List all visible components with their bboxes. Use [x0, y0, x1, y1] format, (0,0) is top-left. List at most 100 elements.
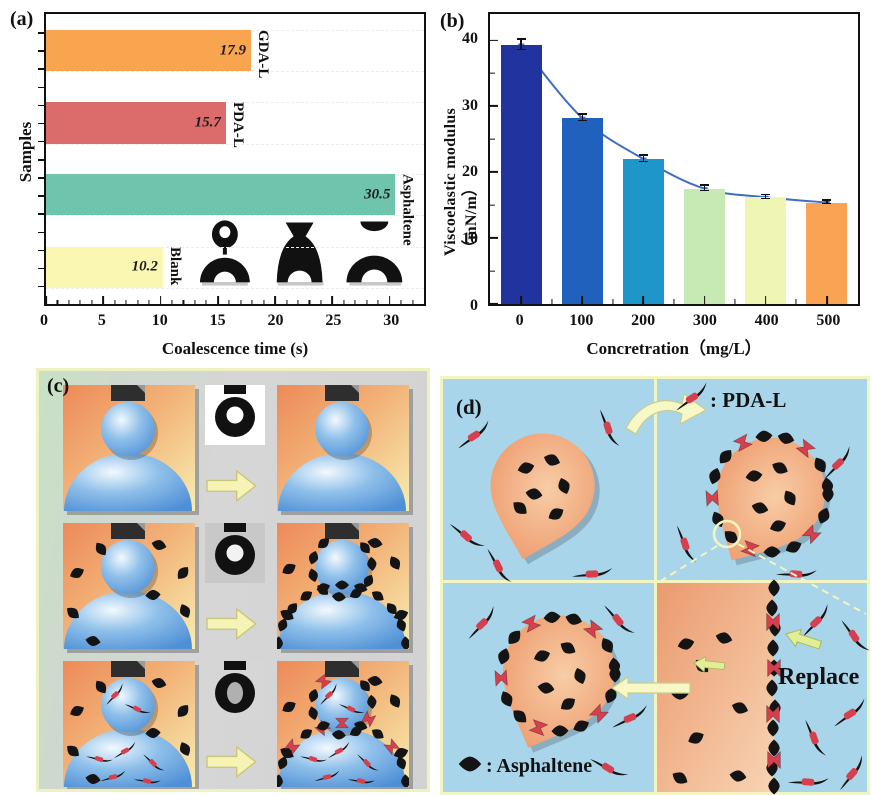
panel-a-coalescence-bar-chart: (a) Samples — [8, 4, 432, 360]
x-tick-label: 200 — [631, 312, 656, 329]
error-cap — [638, 160, 648, 163]
x-major-tick — [764, 296, 767, 304]
panel-c-drawing — [63, 385, 413, 789]
x-minor-tick — [182, 300, 184, 304]
panel-d-label: (d) — [456, 395, 482, 419]
panel-d-drawing: : PDA-L : Asphaltene Replace (d) — [440, 376, 870, 795]
x-minor-tick — [263, 300, 265, 304]
y-minor-tick — [38, 140, 44, 143]
schematic-square — [277, 385, 413, 515]
error-cap — [577, 113, 587, 115]
error-bar — [703, 186, 706, 192]
panel-a-label: (a) — [10, 8, 34, 30]
y-major-tick — [490, 105, 498, 108]
y-tick-label: 20 — [462, 163, 478, 181]
y-major-tick — [490, 237, 498, 239]
error-bar — [764, 195, 767, 200]
x-major-tick — [520, 296, 523, 304]
bar-0 — [501, 44, 542, 304]
y-major-tick — [490, 303, 498, 305]
x-minor-tick — [320, 300, 322, 304]
bar-Asphaltene: 30.5 — [46, 174, 396, 216]
coalescence-droplet-photos-inset — [199, 220, 402, 286]
x-minor-tick — [56, 300, 58, 304]
gridline — [46, 246, 424, 248]
schematic-square — [63, 385, 199, 515]
panel-b-label: (b) — [440, 10, 465, 32]
y-minor-tick — [490, 138, 495, 140]
x-minor-tick — [400, 300, 402, 304]
magnifier-circle-icon — [712, 519, 742, 549]
x-minor-tick — [79, 300, 81, 304]
y-tick-label: 30 — [462, 96, 478, 114]
error-cap — [638, 154, 648, 156]
panel-a-plot-area: 17.9 GDA-L 15.7 PDA-L 30.5 Asphaltene 10.2 Blan… — [38, 12, 426, 306]
panel-a-y-axis-title: Samples — [16, 121, 35, 183]
bar-100 — [562, 118, 603, 304]
x-minor-tick — [125, 300, 127, 304]
gridline — [46, 215, 424, 217]
y-minor-tick — [490, 204, 495, 206]
panel-c-coalescence-schematic: (c) — [36, 368, 430, 792]
x-major-tick — [703, 296, 706, 304]
x-major-tick — [159, 296, 162, 304]
x-minor-tick — [148, 300, 150, 304]
x-minor-tick — [612, 299, 614, 304]
bar-category-label: PDA-L — [229, 102, 246, 149]
error-bar — [642, 155, 645, 163]
bar-value-label: 15.7 — [194, 114, 221, 131]
y-minor-tick — [38, 104, 44, 107]
x-minor-tick — [240, 300, 242, 304]
x-major-tick — [45, 296, 47, 304]
panel-b-viscoelastic-chart: (b) Viscoelastic modulus（mN/m） 0 10 20 30 40… — [440, 4, 868, 360]
droplet-photo-inset — [205, 385, 265, 445]
y-minor-tick — [38, 32, 44, 34]
x-tick-label: 500 — [816, 312, 841, 329]
bar-400 — [745, 197, 786, 304]
right-arrow-icon — [206, 746, 257, 778]
x-minor-tick — [91, 300, 93, 304]
y-minor-tick — [38, 285, 44, 288]
y-minor-tick — [38, 231, 44, 234]
schematic-square — [63, 661, 199, 789]
x-tick-label: 0 — [515, 312, 524, 329]
y-minor-tick — [38, 50, 44, 52]
x-major-tick — [642, 296, 645, 304]
bar-PDA-L: 15.7 — [46, 102, 226, 144]
x-minor-tick — [251, 300, 253, 304]
y-minor-tick — [490, 270, 495, 272]
y-major-tick — [490, 39, 498, 42]
x-tick-label: 15 — [209, 312, 226, 329]
y-minor-tick — [38, 249, 44, 252]
schematic-square — [63, 523, 199, 653]
x-minor-tick — [285, 300, 288, 304]
error-cap — [761, 197, 771, 200]
droplet-photo-1 — [199, 220, 250, 286]
x-minor-tick — [377, 300, 379, 304]
fit-curve — [518, 43, 830, 204]
x-major-tick — [274, 296, 276, 304]
x-minor-tick — [297, 300, 299, 304]
droplet-photo-inset — [205, 523, 265, 583]
y-minor-tick — [38, 267, 44, 270]
error-cap — [516, 48, 526, 51]
bar-category-label: GDA-L — [255, 29, 272, 79]
bar-value-label: 10.2 — [131, 258, 158, 275]
panel-b-x-axis-title: Concretration（mg/L） — [586, 339, 762, 358]
y-minor-tick — [38, 159, 44, 161]
x-minor-tick — [228, 300, 230, 304]
y-minor-tick — [38, 213, 44, 215]
panel-d-replacement-mechanism: : PDA-L : Asphaltene Replace (d) — [440, 376, 870, 795]
right-arrow-icon — [206, 470, 257, 502]
x-tick-label: 25 — [325, 312, 342, 329]
bar-value-label: 17.9 — [219, 42, 247, 59]
x-minor-tick — [354, 300, 356, 304]
panel-a-x-tick-labels: 0 5 10 15 20 25 30 — [40, 312, 426, 332]
x-tick-label: 5 — [97, 312, 106, 329]
bar-Blank: 10.2 — [46, 246, 163, 288]
gridline — [46, 71, 424, 73]
y-minor-tick — [490, 72, 495, 74]
x-minor-tick — [366, 300, 368, 304]
x-major-tick — [581, 296, 584, 304]
